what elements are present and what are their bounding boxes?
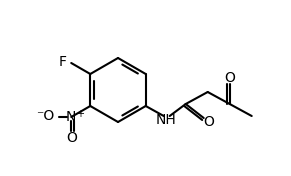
Text: ⁻O: ⁻O xyxy=(36,109,54,123)
Text: NH: NH xyxy=(155,113,176,127)
Text: O: O xyxy=(203,115,214,129)
Text: F: F xyxy=(58,55,66,69)
Text: O: O xyxy=(224,71,235,85)
Text: O: O xyxy=(66,131,77,145)
Text: +: + xyxy=(76,109,84,119)
Text: N: N xyxy=(66,110,77,124)
